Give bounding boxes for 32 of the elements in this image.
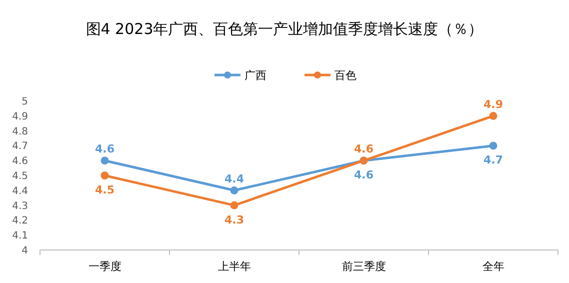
data-label: 4.7: [484, 154, 503, 167]
y-tick-label: 4.1: [12, 230, 28, 242]
x-tick-label: 全年: [482, 260, 504, 273]
y-tick-label: 4.6: [12, 156, 28, 168]
legend-label: 百色: [334, 69, 356, 82]
data-label: 4.5: [95, 184, 114, 196]
y-tick-label: 4.4: [12, 186, 28, 197]
data-label: 4.6: [354, 168, 374, 182]
chart-title: 图4 2023年广西、百色第一产业增加值季度增长速度（％）: [86, 20, 484, 38]
point: [100, 156, 109, 165]
y-tick-label: 5: [22, 96, 28, 108]
data-label: 4.4: [224, 172, 244, 186]
y-tick-label: 4.5: [12, 171, 28, 182]
data-label: 4.3: [224, 213, 244, 226]
x-tick-label: 前三季度: [342, 260, 386, 273]
point: [489, 142, 498, 150]
y-tick-label: 4.3: [12, 200, 28, 212]
x-tick-label: 一季度: [88, 260, 122, 273]
y-tick-label: 4.8: [12, 126, 28, 138]
point: [100, 172, 109, 180]
data-label: 4.6: [95, 142, 115, 156]
data-label: 4.9: [484, 98, 503, 111]
point: [489, 112, 498, 120]
y-tick-label: 4: [22, 246, 28, 256]
x-tick-label: 上半年: [218, 260, 251, 273]
y-tick-label: 4.2: [12, 216, 28, 227]
point: [230, 186, 238, 194]
data-label: 4.6: [354, 142, 374, 156]
y-tick-label: 4.9: [12, 111, 28, 122]
point: [230, 201, 238, 210]
legend-label: 广西: [244, 69, 266, 82]
y-tick-label: 4.7: [12, 141, 28, 152]
